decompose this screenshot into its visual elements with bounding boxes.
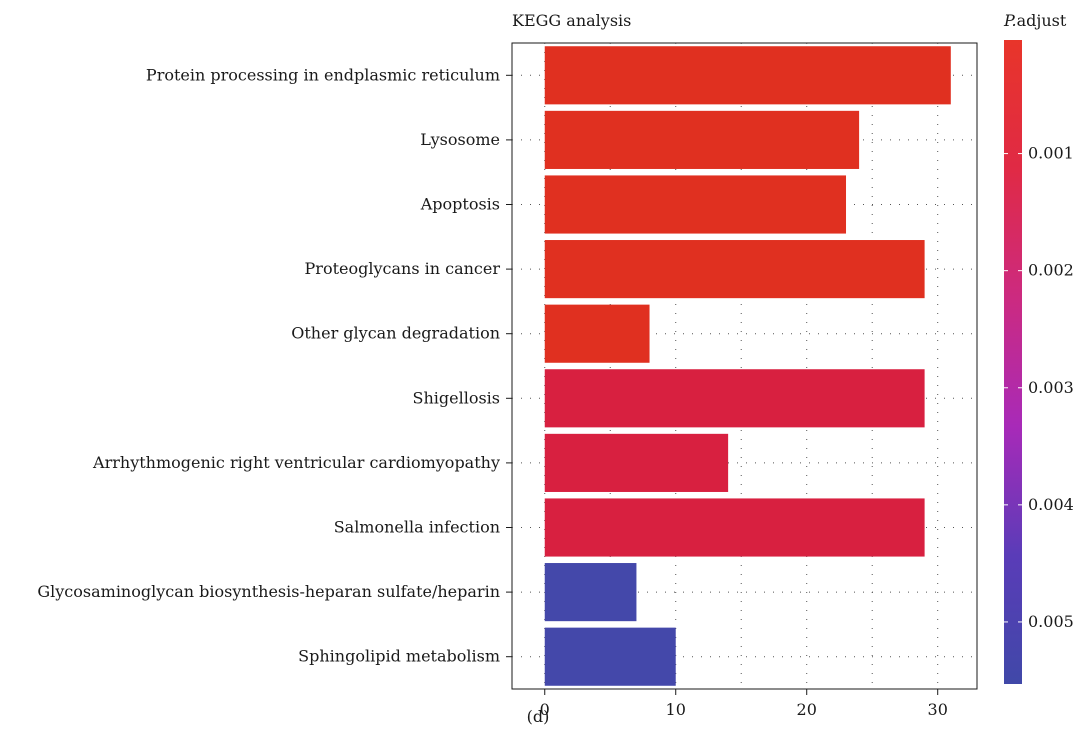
legend-title-italic: P. xyxy=(1003,11,1017,30)
bar xyxy=(544,369,925,428)
bar xyxy=(544,110,860,169)
category-label: Shigellosis xyxy=(413,388,501,407)
category-label: Arrhythmogenic right ventricular cardiom… xyxy=(92,453,500,472)
x-axis-ticks: 0 10 20 30 xyxy=(540,689,948,719)
bar xyxy=(544,433,729,492)
bar xyxy=(544,627,676,686)
figure-caption: (d) xyxy=(527,707,550,726)
plot-frame xyxy=(511,42,978,690)
category-label: Glycosaminoglycan biosynthesis-heparan s… xyxy=(37,582,500,601)
category-label: Proteoglycans in cancer xyxy=(305,259,501,278)
category-label: Other glycan degradation xyxy=(291,324,500,343)
x-tick-label: 0 xyxy=(540,700,550,719)
category-label: Lysosome xyxy=(420,130,500,149)
category-label: Salmonella infection xyxy=(334,518,500,537)
legend-tick-label: 0.003 xyxy=(1028,378,1074,397)
category-labels: Protein processing in endplasmic reticul… xyxy=(37,65,512,666)
category-label: Protein processing in endplasmic reticul… xyxy=(146,65,500,84)
bar xyxy=(544,498,925,557)
legend-title-rest: adjust xyxy=(1017,11,1067,30)
chart-title: KEGG analysis xyxy=(512,11,631,30)
category-label: Sphingolipid metabolism xyxy=(298,647,500,666)
bar xyxy=(544,175,847,234)
bar xyxy=(544,563,637,622)
bar xyxy=(544,304,650,363)
legend-tick-label: 0.004 xyxy=(1028,495,1074,514)
legend-tick-label: 0.005 xyxy=(1028,612,1074,631)
x-tick-label: 20 xyxy=(797,700,817,719)
legend-tick-label: 0.002 xyxy=(1028,261,1074,280)
bars xyxy=(544,46,951,686)
legend-title: P.adjust xyxy=(1003,11,1067,30)
bar xyxy=(544,240,925,299)
category-label: Apoptosis xyxy=(420,195,500,214)
bar xyxy=(544,46,951,105)
color-legend-bar xyxy=(1004,40,1022,684)
x-tick-label: 30 xyxy=(928,700,948,719)
x-tick-label: 10 xyxy=(666,700,686,719)
legend-tick-label: 0.001 xyxy=(1028,144,1074,163)
legend-ticks: 0.001 0.002 0.003 0.004 0.005 xyxy=(1004,144,1074,631)
